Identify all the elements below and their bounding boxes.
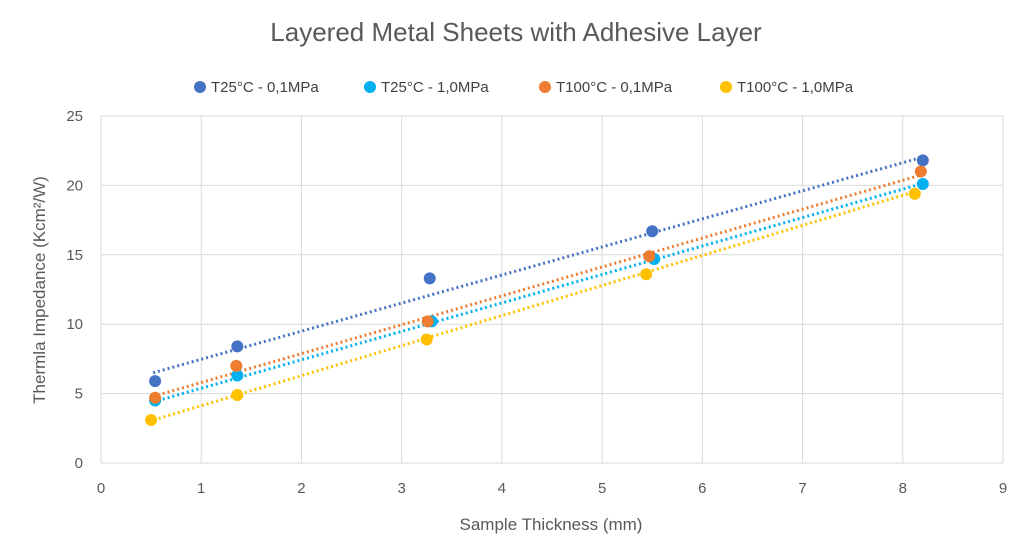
data-points (145, 154, 929, 426)
x-tick-label: 2 (297, 480, 305, 497)
trendlines (148, 156, 922, 423)
legend-item: T25°C - 1,0MPa (364, 79, 489, 96)
legend-item: T100°C - 1,0MPa (720, 79, 854, 96)
data-point (149, 375, 162, 388)
trendline (152, 156, 922, 375)
data-point (421, 315, 434, 328)
x-tick-label: 0 (97, 480, 105, 497)
y-tick-label: 20 (66, 177, 83, 194)
data-point (231, 369, 244, 382)
x-tick-label: 1 (197, 480, 205, 497)
x-axis-label: Sample Thickness (mm) (460, 515, 643, 534)
legend-marker (539, 81, 551, 93)
data-point (420, 333, 433, 346)
data-point (916, 154, 929, 167)
legend-item: T100°C - 0,1MPa (539, 79, 673, 96)
x-tick-label: 7 (798, 480, 806, 497)
y-axis-ticks: 0 5 10 15 20 25 (66, 108, 83, 472)
x-axis-ticks: 0 1 2 3 4 5 6 7 8 9 (97, 480, 1007, 497)
legend-label: T25°C - 0,1MPa (211, 79, 319, 96)
legend-item: T25°C - 0,1MPa (194, 79, 319, 96)
x-tick-label: 6 (698, 480, 706, 497)
data-point (423, 272, 436, 285)
trendline (152, 182, 922, 404)
data-point (145, 413, 158, 426)
y-tick-label: 0 (75, 455, 83, 472)
data-point (916, 178, 929, 191)
data-point (149, 391, 162, 404)
data-point (231, 340, 244, 353)
data-point (230, 359, 243, 372)
data-point (914, 165, 927, 178)
legend: T25°C - 0,1MPa T25°C - 1,0MPa T100°C - 0,1… (194, 79, 854, 96)
y-tick-label: 5 (75, 386, 83, 403)
data-point (231, 388, 244, 401)
legend-marker (194, 81, 206, 93)
y-tick-label: 15 (66, 247, 83, 264)
chart-title: Layered Metal Sheets with Adhesive Layer (270, 17, 762, 47)
x-tick-label: 8 (899, 480, 907, 497)
x-tick-label: 9 (999, 480, 1007, 497)
legend-label: T100°C - 0,1MPa (556, 79, 673, 96)
data-point (640, 268, 653, 281)
data-point (643, 250, 656, 263)
gridlines (100, 115, 1004, 464)
data-point (908, 187, 921, 200)
legend-label: T100°C - 1,0MPa (737, 79, 854, 96)
trendline (152, 174, 920, 398)
x-tick-label: 5 (598, 480, 606, 497)
data-point (646, 225, 659, 238)
legend-marker (364, 81, 376, 93)
y-tick-label: 10 (66, 316, 83, 333)
trendline (148, 190, 914, 423)
y-tick-label: 25 (66, 108, 83, 125)
legend-marker (720, 81, 732, 93)
y-axis-label: Thermla Impedance (Kcm²/W) (30, 176, 49, 404)
x-tick-label: 3 (397, 480, 405, 497)
legend-label: T25°C - 1,0MPa (381, 79, 489, 96)
x-tick-label: 4 (498, 480, 506, 497)
